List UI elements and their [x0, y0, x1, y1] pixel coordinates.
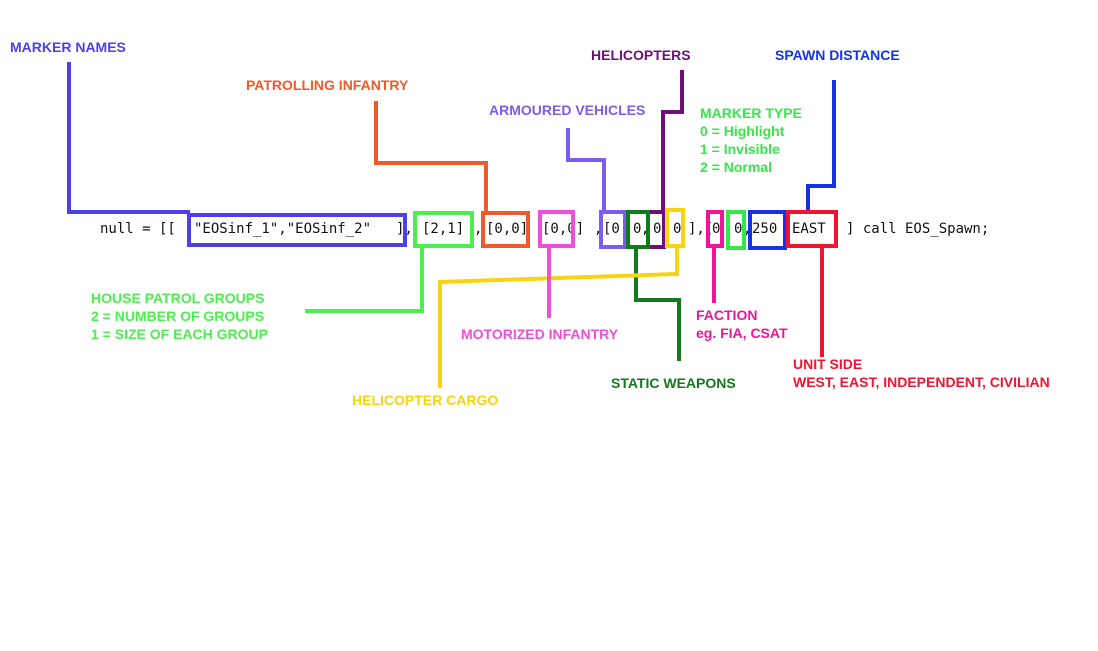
code-house-patrol: [2,1]: [422, 221, 465, 237]
house-patrol-detail: 2 = NUMBER OF GROUPS: [91, 308, 265, 324]
code-helicopters: 0: [653, 221, 662, 237]
static-weapons-box: [626, 210, 650, 249]
eos-spawn-diagram: null = [[ "EOSinf_1","EOSinf_2" ], [2,1]…: [10, 39, 1050, 408]
faction-label: FACTION eg. FIA, CSAT: [696, 306, 788, 342]
patrolling-infantry-callout-line: [374, 101, 488, 213]
spawn-distance-label: SPAWN DISTANCE: [775, 47, 900, 63]
patrolling-infantry-label: PATROLLING INFANTRY: [246, 77, 409, 93]
static-weapons-label: STATIC WEAPONS: [611, 375, 736, 391]
unit-side-label: UNIT SIDE WEST, EAST, INDEPENDENT, CIVIL…: [793, 355, 1050, 391]
motorized-infantry-box: [538, 210, 575, 248]
callout-layer: [67, 62, 838, 388]
faction-title: FACTION: [696, 307, 758, 323]
code-sep: ,: [474, 221, 483, 237]
helicopters-callout-line: [661, 70, 684, 212]
marker-type-option: 0 = Highlight: [700, 123, 785, 139]
marker-type-box: [726, 210, 746, 250]
code-static-weapons: 0: [633, 221, 642, 237]
code-unit-side: EAST: [792, 221, 826, 237]
code-patrolling-infantry: [0,0]: [486, 221, 529, 237]
house-patrol-title: HOUSE PATROL GROUPS: [91, 290, 265, 306]
helicopter-cargo-label: HELICOPTER CARGO: [352, 392, 499, 408]
marker-names-callout-line: [67, 62, 190, 214]
spawn-distance-callout-line: [806, 80, 836, 210]
armoured-vehicles-box: [599, 210, 627, 249]
helicopter-cargo-callout-line: [438, 246, 679, 388]
code-sep: ,: [641, 221, 650, 237]
house-patrol-label: HOUSE PATROL GROUPS 2 = NUMBER OF GROUPS…: [91, 289, 268, 343]
spawn-distance-box: [748, 210, 787, 250]
unit-side-title: UNIT SIDE: [793, 356, 863, 372]
code-helicopter-cargo: 0: [673, 221, 682, 237]
marker-type-option: 2 = Normal: [700, 159, 772, 175]
house-patrol-detail: 1 = SIZE OF EACH GROUP: [91, 326, 268, 342]
faction-example: eg. FIA, CSAT: [696, 325, 788, 341]
faction-box: [706, 210, 724, 248]
house-patrol-callout-line: [305, 246, 424, 313]
code-prefix: null = [[: [100, 221, 176, 237]
marker-names-box: [187, 213, 407, 247]
static-weapons-callout-line: [634, 247, 681, 361]
unit-side-options: WEST, EAST, INDEPENDENT, CIVILIAN: [793, 374, 1050, 390]
marker-names-label: MARKER NAMES: [10, 39, 126, 55]
helicopters-box: [646, 210, 666, 249]
marker-type-label: MARKER TYPE 0 = Highlight 1 = Invisible …: [700, 104, 802, 176]
marker-type-title: MARKER TYPE: [700, 105, 802, 121]
code-sep: ,: [594, 221, 603, 237]
marker-type-option: 1 = Invisible: [700, 141, 780, 157]
house-patrol-box: [413, 211, 474, 248]
code-sep: ,: [743, 221, 752, 237]
armoured-vehicles-callout-line: [566, 128, 606, 212]
unit-side-box: [786, 210, 838, 248]
code-suffix: ] call EOS_Spawn;: [846, 221, 990, 237]
patrolling-infantry-box: [481, 211, 530, 248]
motorized-infantry-label: MOTORIZED INFANTRY: [461, 326, 619, 342]
code-marker-type: 0: [734, 221, 743, 237]
code-faction: 0: [712, 221, 721, 237]
code-marker-names: "EOSinf_1","EOSinf_2": [194, 221, 372, 237]
code-spawn-distance: 250: [752, 221, 778, 237]
helicopter-cargo-box: [665, 208, 685, 248]
armoured-vehicles-label: ARMOURED VEHICLES: [489, 102, 646, 118]
helicopters-label: HELICOPTERS: [591, 47, 691, 63]
code-armoured-vehicles: [0: [603, 221, 620, 237]
